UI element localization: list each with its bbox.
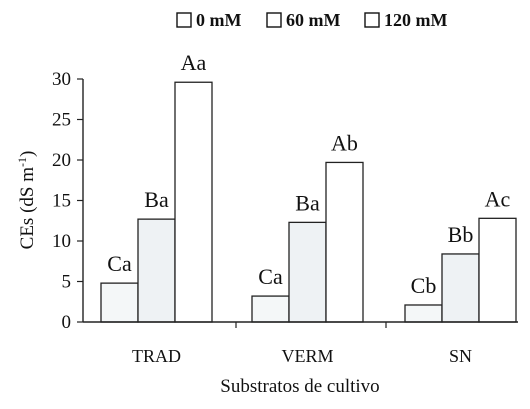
bar-label: Bb bbox=[448, 222, 474, 247]
y-tick-label: 15 bbox=[52, 191, 71, 212]
bar-verm-120mm bbox=[325, 161, 364, 323]
bar-label: Ca bbox=[258, 264, 283, 289]
y-tick-label: 20 bbox=[52, 150, 71, 171]
y-tick-label: 5 bbox=[62, 272, 72, 293]
bar-trad-120mm bbox=[174, 81, 213, 323]
bars bbox=[100, 81, 517, 323]
bar-sn-0mm bbox=[404, 304, 443, 323]
legend-swatch bbox=[364, 12, 380, 28]
x-axis-label: Substratos de cultivo bbox=[220, 376, 379, 397]
y-axis-label: CEs (dS m-1) bbox=[15, 151, 38, 250]
y-axis: 0 5 10 15 20 25 30 bbox=[52, 69, 83, 333]
legend-swatch bbox=[266, 12, 282, 28]
x-category-label: TRAD bbox=[132, 346, 181, 366]
bar-label: Ac bbox=[485, 186, 511, 211]
y-tick-label: 25 bbox=[52, 110, 71, 131]
x-axis: TRAD VERM SN bbox=[132, 322, 472, 366]
x-category-label: SN bbox=[449, 346, 472, 366]
legend-label: 0 mM bbox=[196, 10, 241, 30]
bar-trad-0mm bbox=[100, 282, 139, 323]
y-tick-label: 0 bbox=[62, 312, 72, 333]
y-tick-label: 10 bbox=[52, 231, 71, 252]
bar-label: Ab bbox=[331, 130, 358, 155]
bar-verm-0mm bbox=[251, 295, 290, 323]
bar-trad-60mm bbox=[137, 218, 176, 323]
legend-label: 60 mM bbox=[286, 10, 340, 30]
legend-label: 120 mM bbox=[384, 10, 447, 30]
y-axis-title: CEs (dS m-1) bbox=[15, 151, 38, 250]
bar-sn-120mm bbox=[478, 217, 517, 323]
legend: 0 mM 60 mM 120 mM bbox=[176, 10, 447, 30]
bar-label: Ba bbox=[144, 187, 169, 212]
bar-sn-60mm bbox=[441, 253, 480, 323]
legend-swatch bbox=[176, 12, 192, 28]
bar-labels: Ca Ba Aa Ca Ba Ab Cb Bb Ac bbox=[107, 50, 510, 298]
bar-label: Cb bbox=[411, 273, 437, 298]
bar-label: Ba bbox=[295, 190, 320, 215]
y-tick-label: 30 bbox=[52, 69, 71, 90]
bar-verm-60mm bbox=[288, 221, 327, 323]
x-category-label: VERM bbox=[281, 346, 333, 366]
bar-label: Aa bbox=[181, 50, 207, 75]
bar-label: Ca bbox=[107, 251, 132, 276]
